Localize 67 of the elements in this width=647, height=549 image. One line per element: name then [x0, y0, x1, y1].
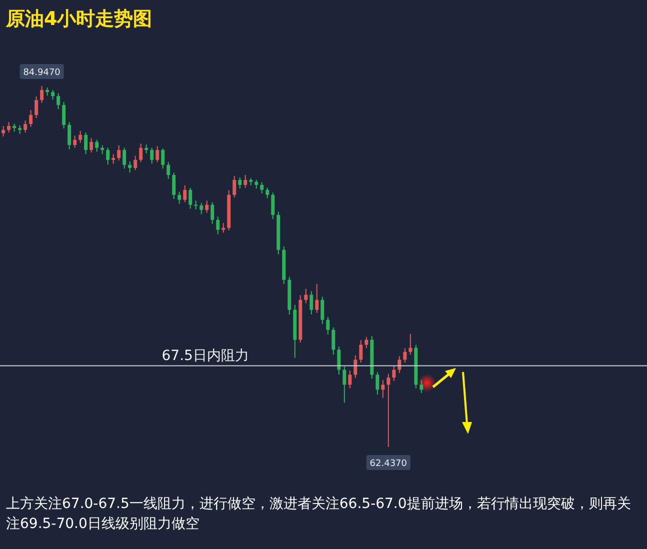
- candlestick: [117, 144, 121, 162]
- candlestick: [156, 146, 160, 163]
- candlestick: [166, 162, 170, 180]
- candlestick: [326, 316, 330, 336]
- candlestick: [398, 356, 402, 374]
- candlestick: [134, 155, 138, 171]
- candlestick: [348, 370, 352, 389]
- candlestick: [62, 102, 66, 129]
- candlestick: [244, 174, 248, 188]
- candlestick: [315, 284, 319, 314]
- candlestick: [161, 148, 165, 170]
- candlestick: [222, 222, 226, 234]
- candlestick: [34, 96, 38, 119]
- candlestick: [342, 366, 346, 404]
- candlestick: [139, 143, 143, 163]
- candlestick: [381, 380, 385, 398]
- annotation: 84.9470: [23, 68, 61, 78]
- candlestick: [364, 336, 368, 349]
- candlestick: [320, 296, 324, 325]
- candlestick: [95, 139, 99, 152]
- candlestick: [238, 176, 242, 190]
- candlestick: [271, 192, 275, 220]
- candlestick: [337, 346, 341, 376]
- annotation: 62.4370: [370, 458, 408, 469]
- candlestick: [200, 202, 204, 215]
- candlestick: [106, 147, 110, 166]
- candlestick: [232, 175, 236, 198]
- candlestick: [128, 160, 132, 174]
- candlestick: [386, 373, 390, 448]
- candlestick: [2, 126, 6, 137]
- candlestick: [205, 200, 209, 214]
- candlestick: [420, 380, 424, 394]
- candlestick: [392, 365, 396, 382]
- candlestick: [68, 122, 72, 150]
- candlestick: [172, 172, 176, 200]
- candlestick: [56, 92, 60, 110]
- candlestick: [150, 147, 154, 164]
- candlestick: [29, 110, 33, 128]
- ref-line-label: 67.5日内阻力: [162, 348, 249, 364]
- candlestick: [183, 184, 187, 203]
- candlestick: [112, 154, 116, 164]
- candlestick: [266, 187, 270, 199]
- candlestick: [194, 200, 198, 210]
- candlestick: [122, 147, 126, 170]
- candlestick: [51, 89, 55, 100]
- candlestick: [73, 135, 77, 148]
- candlestick: [7, 122, 11, 133]
- candlestick: [40, 86, 44, 104]
- candlestick: [359, 340, 363, 364]
- candlestick: [188, 187, 192, 210]
- candlestick: [304, 288, 308, 304]
- candlestick: [216, 216, 220, 235]
- candlestick: [408, 333, 412, 356]
- text: 上方关注67.0-67.5一线阻力，进行做空，激进者关注66.5-67.0提前进场，若行情出现突破，则再关注69.5-70.0日线级别阻力做空: [6, 495, 632, 534]
- candlestick: [90, 138, 94, 154]
- candlestick: [310, 290, 314, 315]
- chart-title: 原油4小时走势图: [6, 7, 152, 32]
- candlestick: [376, 372, 380, 396]
- candlestick: [210, 202, 214, 224]
- candlestick: [78, 130, 82, 144]
- candlestick: [24, 120, 28, 133]
- candlestick: [84, 132, 88, 155]
- candlestick: [178, 191, 182, 204]
- candlestick: [332, 326, 336, 356]
- candlestick: [403, 348, 407, 364]
- candlestick: [354, 354, 358, 378]
- candlestick: [260, 182, 264, 194]
